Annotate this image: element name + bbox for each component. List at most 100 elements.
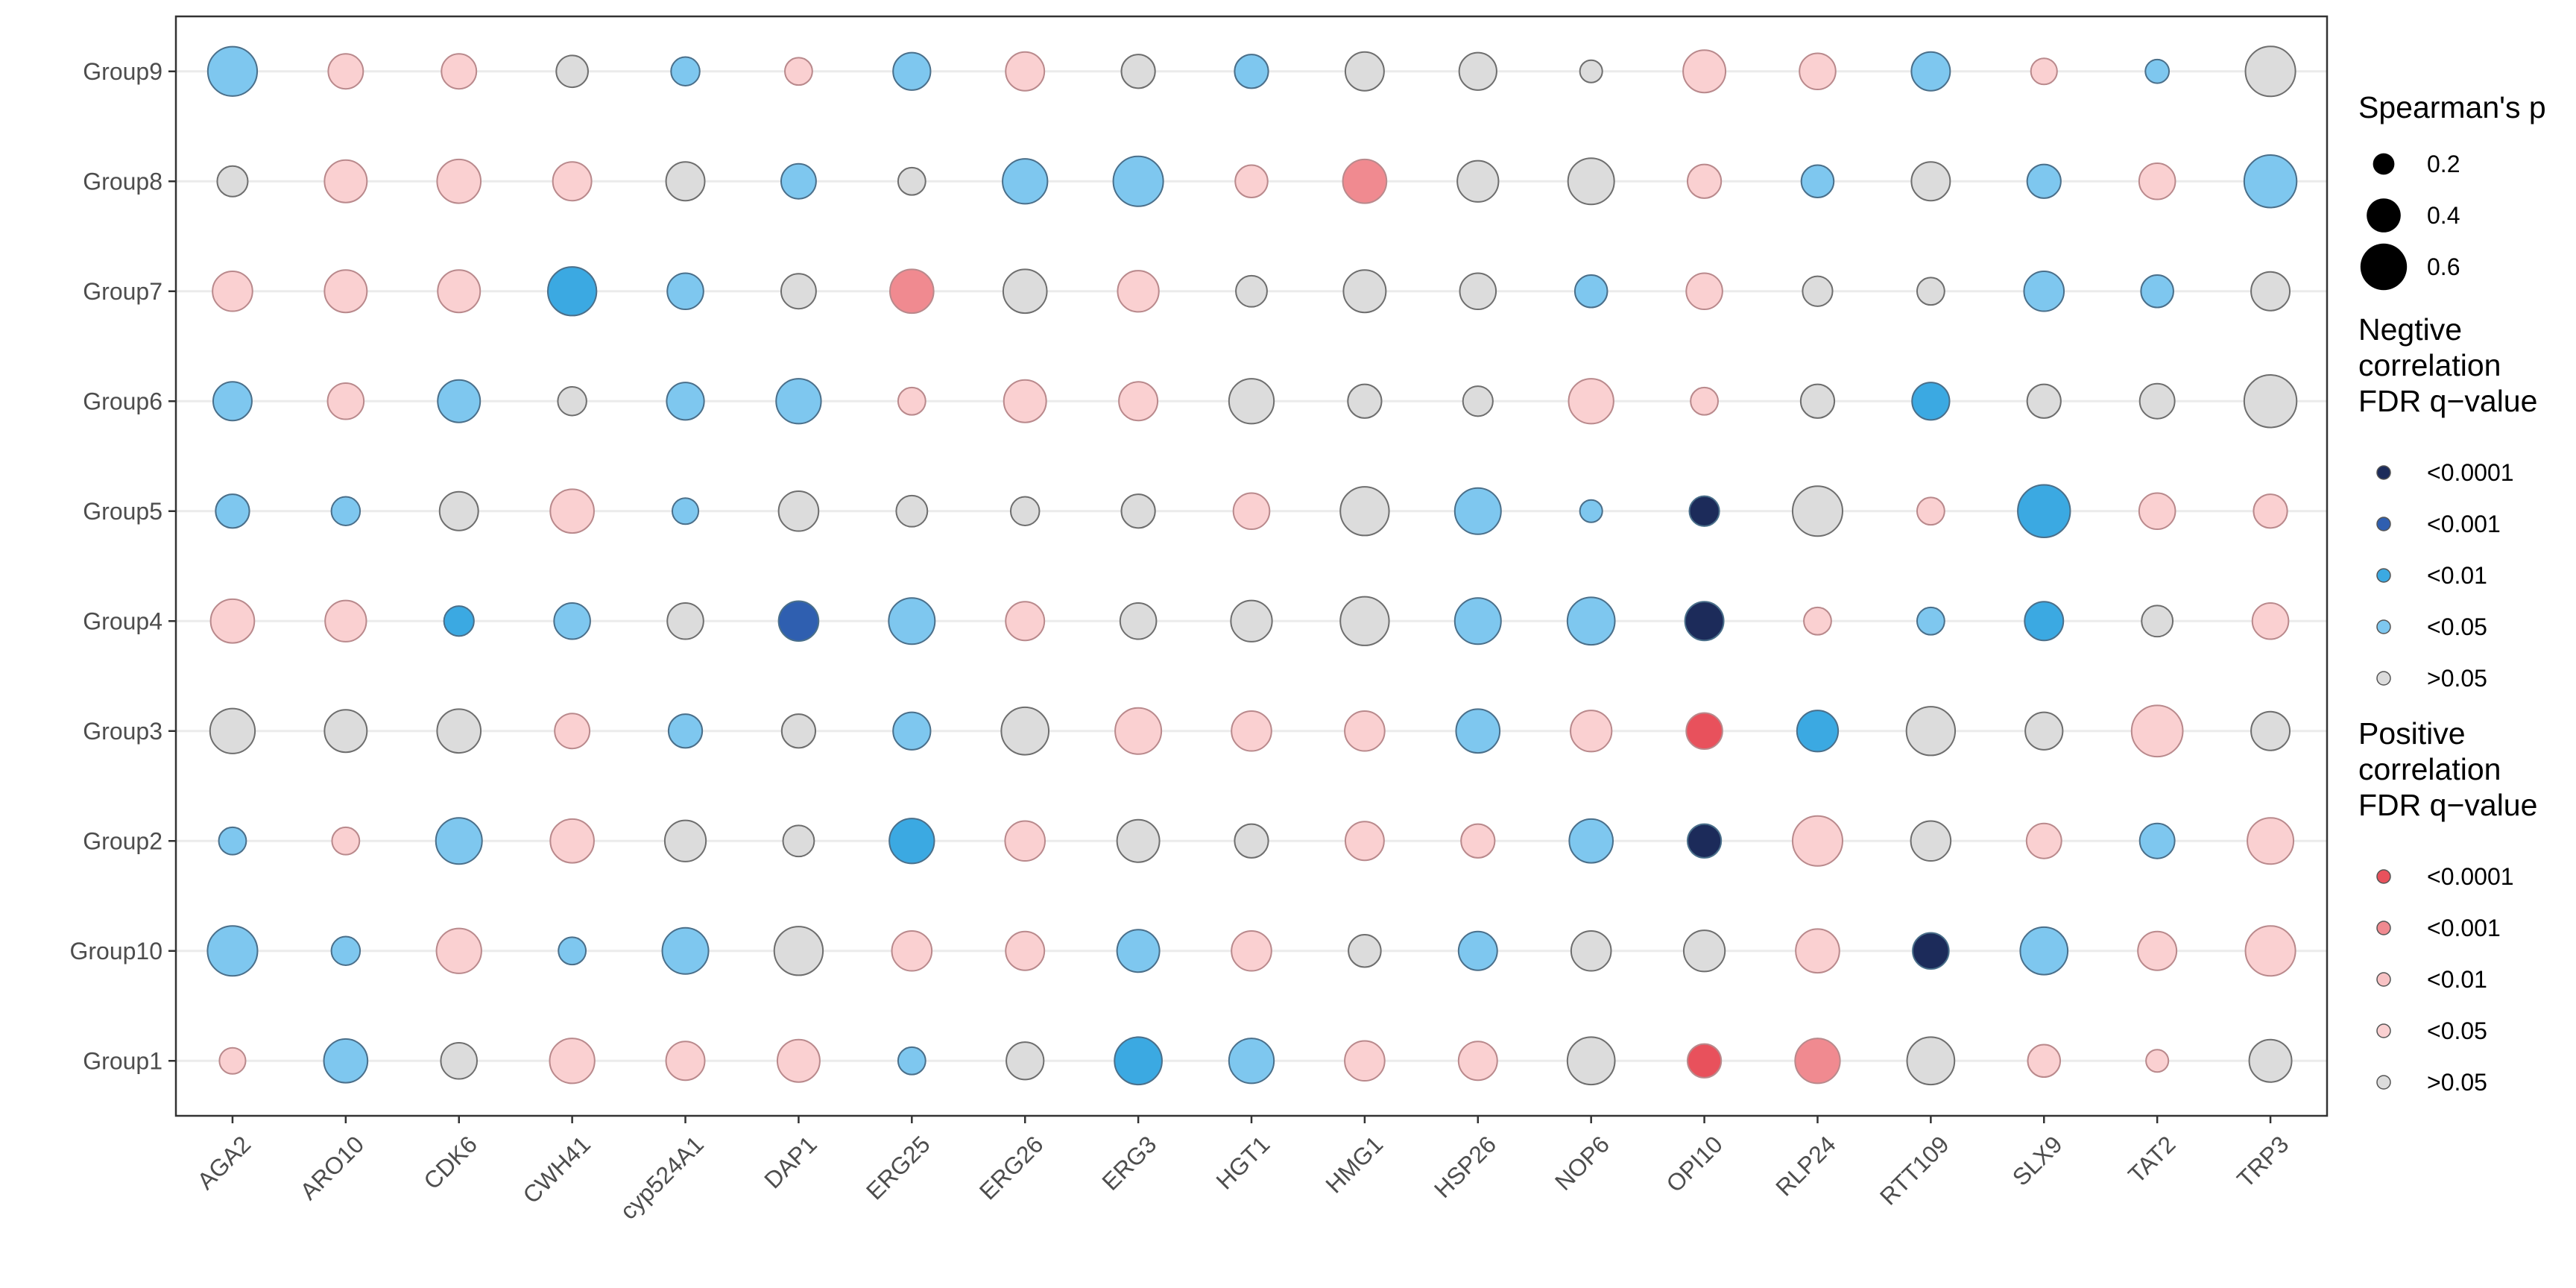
y-tick-label-group3: Group3 (83, 718, 162, 745)
point-rtt109-group8 (1910, 161, 1951, 202)
point-cwh41-group7 (546, 266, 598, 317)
point-erg26-group10 (1005, 930, 1046, 971)
x-tick-label-erg3: ERG3 (1096, 1131, 1161, 1196)
point-erg3-group5 (1120, 493, 1156, 529)
x-tick-label-hmg1: HMG1 (1320, 1131, 1388, 1199)
positive-legend-label: >0.05 (2427, 1069, 2487, 1096)
point-hmg1-group2 (1344, 821, 1385, 862)
point-rtt109-group2 (1910, 820, 1952, 862)
point-cwh41-group9 (555, 54, 589, 89)
point-aga2-group9 (206, 45, 259, 97)
point-rlp24-group9 (1799, 52, 1837, 91)
negative-legend-key (2376, 568, 2391, 583)
x-tick-label-tat2: TAT2 (2123, 1131, 2180, 1188)
point-tat2-group10 (2137, 930, 2178, 971)
point-trp3-group1 (2248, 1038, 2293, 1083)
point-hsp26-group4 (1453, 597, 1502, 645)
point-hgt1-group9 (1234, 54, 1269, 89)
point-erg3-group4 (1119, 602, 1158, 640)
point-erg25-group1 (897, 1046, 926, 1076)
gridlines (176, 70, 2327, 1062)
positive-legend-key (2376, 1075, 2391, 1090)
point-cwh41-group3 (554, 713, 591, 750)
point-cdk6-group2 (435, 817, 483, 865)
point-hsp26-group2 (1460, 823, 1496, 859)
point-nop6-group6 (1568, 378, 1614, 425)
point-cwh41-group10 (558, 936, 587, 966)
point-cdk6-group1 (440, 1041, 479, 1080)
x-tick-label-nop6: NOP6 (1550, 1131, 1614, 1196)
point-dap1-group9 (784, 57, 813, 86)
point-hsp26-group3 (1455, 708, 1501, 754)
point-trp3-group4 (2251, 602, 2290, 640)
point-cdk6-group8 (436, 158, 482, 204)
negative-legend-label: <0.05 (2427, 613, 2487, 640)
point-rlp24-group2 (1791, 815, 1843, 867)
point-nop6-group7 (1573, 274, 1609, 309)
y-axis: Group1 Group10 Group2 Group3 Group4 Group5 Gro… (69, 58, 176, 1074)
point-trp3-group5 (2253, 493, 2288, 529)
point-aro10-group7 (323, 269, 368, 314)
point-rtt109-group5 (1916, 496, 1945, 526)
size-legend-key (2367, 198, 2401, 233)
negative-legend-title: correlation (2358, 348, 2501, 382)
point-opi10-group3 (1685, 712, 1723, 751)
point-erg3-group9 (1120, 54, 1156, 89)
point-hgt1-group10 (1231, 929, 1272, 972)
point-dap1-group4 (777, 600, 820, 643)
negative-legend-label: <0.001 (2427, 511, 2501, 537)
point-rtt109-group10 (1912, 932, 1950, 970)
y-tick-label-group5: Group5 (83, 498, 162, 525)
point-slx9-group6 (2026, 383, 2062, 419)
x-tick-label-hgt1: HGT1 (1211, 1131, 1275, 1195)
point-erg26-group8 (1002, 158, 1049, 205)
point-aro10-group10 (330, 935, 362, 966)
positive-legend-key (2376, 1023, 2391, 1038)
point-cyp524a1-group6 (666, 382, 705, 421)
size-legend-key (2373, 153, 2395, 175)
point-rlp24-group1 (1794, 1038, 1841, 1085)
point-aro10-group4 (324, 599, 367, 643)
point-cdk6-group6 (437, 379, 482, 423)
negative-legend-title: Negtive (2358, 312, 2462, 347)
point-cyp524a1-group8 (665, 161, 706, 202)
point-hmg1-group6 (1347, 383, 1383, 419)
point-trp3-group10 (2244, 925, 2296, 977)
negative-legend-label: >0.05 (2427, 665, 2487, 692)
positive-legend-label: <0.0001 (2427, 863, 2514, 890)
point-aga2-group10 (206, 925, 259, 977)
x-tick-label-aga2: AGA2 (192, 1131, 256, 1195)
point-rtt109-group4 (1916, 606, 1945, 636)
point-cwh41-group6 (557, 386, 587, 417)
point-aga2-group7 (212, 270, 253, 312)
point-dap1-group10 (773, 926, 824, 976)
size-legend-label: 0.4 (2427, 202, 2460, 229)
y-tick-label-group7: Group7 (83, 278, 162, 305)
point-tat2-group3 (2130, 704, 2184, 758)
point-erg26-group6 (1003, 379, 1047, 423)
point-dap1-group7 (780, 273, 817, 310)
x-tick-label-erg26: ERG26 (974, 1131, 1049, 1205)
point-erg26-group5 (1009, 496, 1041, 526)
size-legend-label: 0.6 (2427, 253, 2460, 280)
point-nop6-group3 (1570, 710, 1613, 753)
point-cwh41-group1 (549, 1038, 596, 1085)
point-aro10-group9 (327, 53, 364, 90)
point-hmg1-group7 (1342, 269, 1387, 314)
point-hsp26-group7 (1459, 272, 1497, 311)
point-aro10-group3 (323, 709, 368, 754)
point-hsp26-group5 (1453, 487, 1502, 535)
x-tick-label-hsp26: HSP26 (1429, 1131, 1501, 1203)
point-hgt1-group1 (1228, 1038, 1275, 1085)
point-nop6-group8 (1567, 157, 1615, 206)
point-hmg1-group9 (1344, 51, 1385, 92)
point-dap1-group8 (780, 162, 817, 200)
point-aro10-group8 (323, 159, 368, 203)
point-slx9-group8 (2026, 163, 2062, 199)
positive-legend-title: FDR q−value (2358, 788, 2537, 822)
point-cdk6-group4 (443, 605, 475, 637)
point-nop6-group1 (1566, 1036, 1616, 1086)
point-hgt1-group6 (1228, 378, 1275, 425)
y-tick-label-group10: Group10 (69, 938, 162, 965)
point-cdk6-group3 (436, 708, 482, 754)
